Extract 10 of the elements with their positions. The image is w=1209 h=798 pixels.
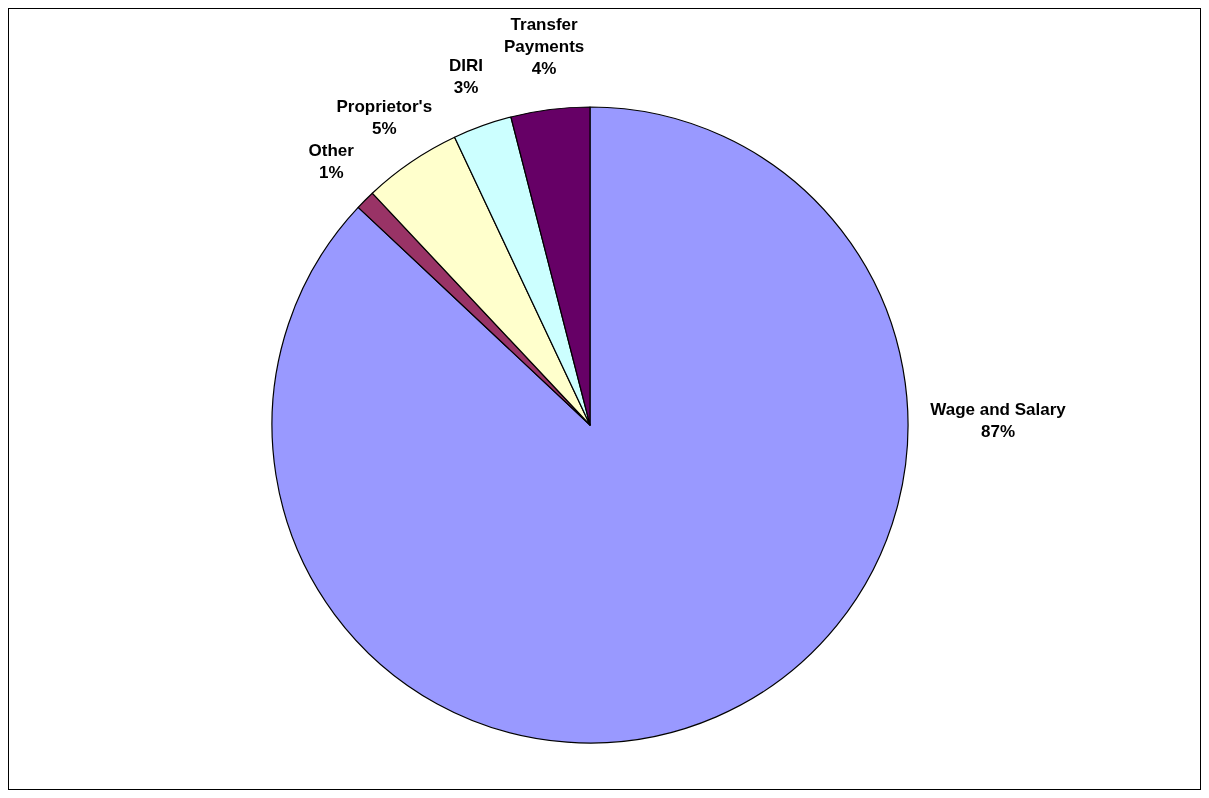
data-label: 5% bbox=[371, 119, 397, 139]
slice-label: Other bbox=[308, 141, 355, 161]
slice-label: Transfer Payments bbox=[503, 14, 585, 56]
data-label: 4% bbox=[531, 58, 557, 78]
slice-label: Wage and Salary bbox=[930, 400, 1067, 419]
slice-label: Proprietor's bbox=[336, 97, 433, 117]
data-label: 3% bbox=[453, 77, 479, 97]
data-label: 1% bbox=[318, 163, 344, 183]
slice-label: DIRI bbox=[449, 55, 484, 75]
data-label: 87% bbox=[980, 422, 1016, 441]
